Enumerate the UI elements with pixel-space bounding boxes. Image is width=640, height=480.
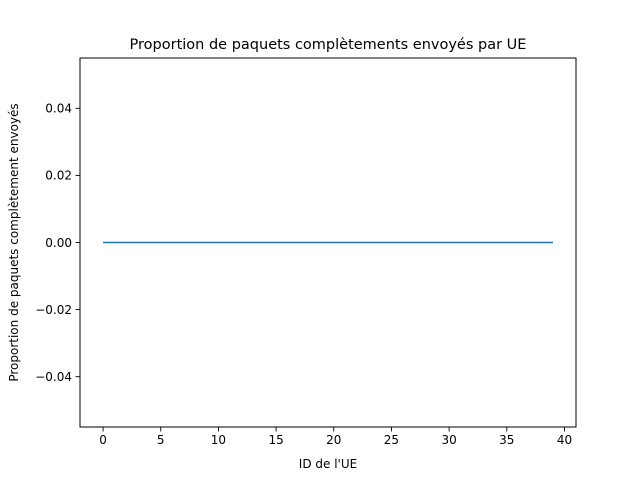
x-axis-ticks: 0 5 10 15 20 25 30 35 40 [99, 427, 572, 447]
x-tick-label: 5 [157, 433, 165, 447]
x-tick-label: 20 [326, 433, 341, 447]
x-axis-label: ID de l'UE [299, 457, 357, 471]
x-tick-label: 40 [557, 433, 572, 447]
chart-title: Proportion de paquets complètements envo… [130, 37, 527, 53]
x-tick-label: 0 [99, 433, 107, 447]
y-tick-label: 0.02 [45, 169, 72, 183]
y-axis-ticks: −0.04 −0.02 0.00 0.02 0.04 [35, 102, 80, 384]
y-tick-label: 0.00 [45, 236, 72, 250]
x-tick-label: 30 [441, 433, 456, 447]
x-tick-label: 35 [499, 433, 514, 447]
y-tick-label: −0.04 [35, 370, 72, 384]
y-axis-label: Proportion de paquets complètement envoy… [7, 103, 21, 381]
x-tick-label: 25 [384, 433, 399, 447]
x-tick-label: 10 [211, 433, 226, 447]
x-tick-label: 15 [268, 433, 283, 447]
y-tick-label: −0.02 [35, 303, 72, 317]
y-tick-label: 0.04 [45, 102, 72, 116]
